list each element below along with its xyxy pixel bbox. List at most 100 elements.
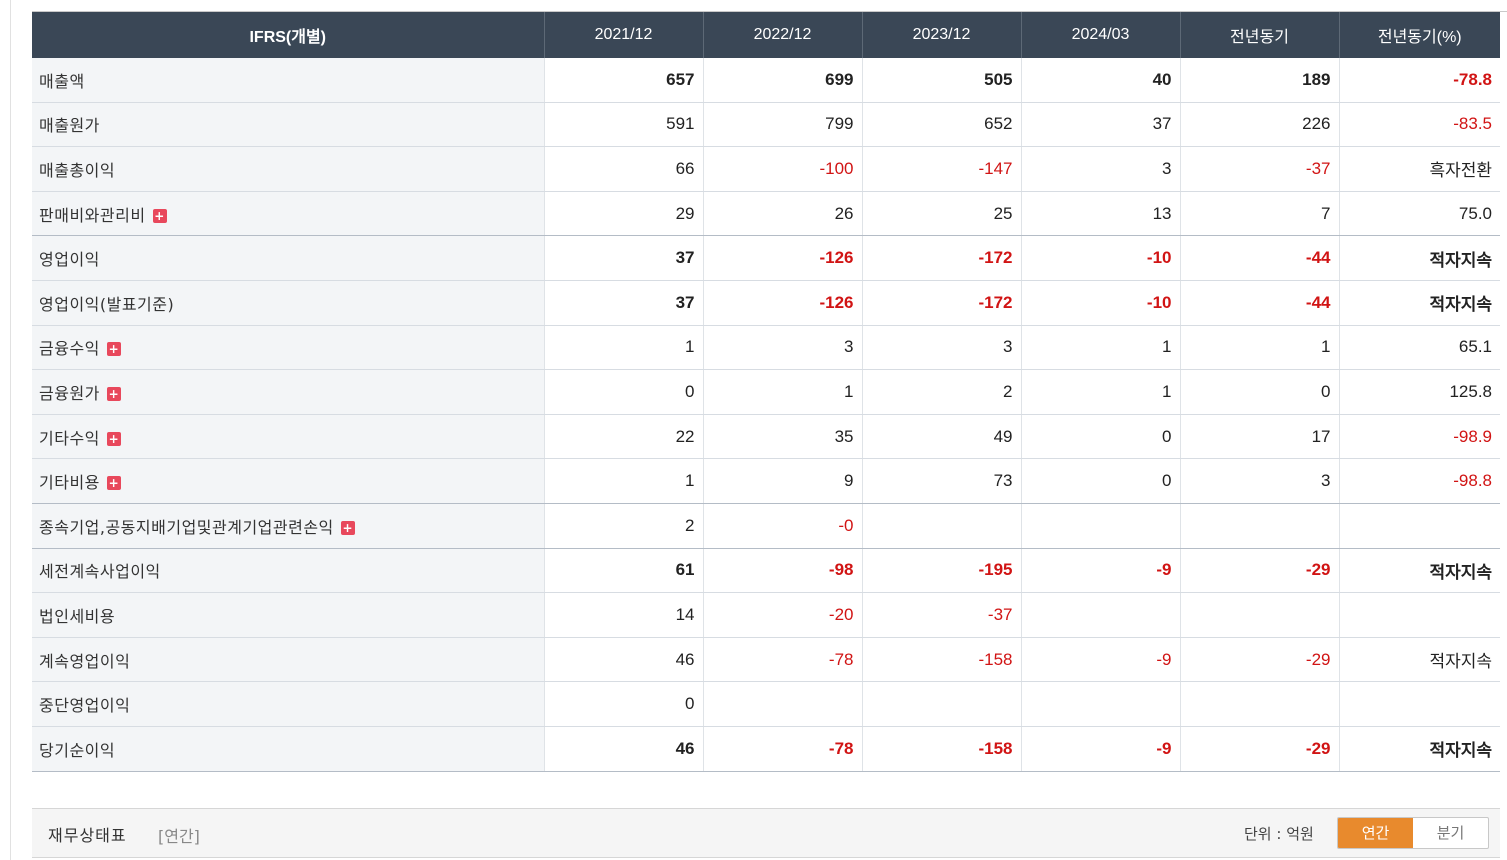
value-cell: [1020, 592, 1180, 638]
left-divider: [10, 0, 11, 860]
unit-label: 단위 : 억원: [1244, 825, 1314, 843]
value-cell: 1: [1020, 325, 1180, 371]
value-cell: -10: [1020, 235, 1180, 281]
table-row: 기타수익 +22 35 49 0 17 -98.9: [32, 414, 1500, 460]
value-cell: 46: [543, 637, 703, 683]
value-cell: 125.8: [1338, 369, 1500, 415]
expand-plus-icon[interactable]: +: [340, 520, 355, 535]
table-row: 영업이익 37 -126 -172 -10 -44 적자지속: [32, 235, 1500, 281]
value-cell: [1020, 503, 1180, 549]
value-cell: -20: [702, 592, 862, 638]
table-row: 계속영업이익 46 -78 -158 -9 -29 적자지속: [32, 637, 1500, 683]
value-cell: -29: [1179, 637, 1339, 683]
header-ifrs: IFRS(개별): [32, 12, 544, 58]
value-cell: -126: [702, 280, 862, 326]
value-cell: -78.8: [1338, 58, 1500, 103]
value-cell: 35: [702, 414, 862, 460]
expand-plus-icon[interactable]: +: [106, 431, 121, 446]
value-cell: -44: [1179, 235, 1339, 281]
expand-plus-icon[interactable]: +: [106, 342, 121, 357]
expand-plus-icon[interactable]: +: [152, 208, 167, 223]
value-cell: 0: [543, 681, 703, 727]
table-row: 매출총이익 66 -100 -147 3 -37 흑자전환: [32, 146, 1500, 192]
value-cell: 25: [861, 191, 1021, 237]
value-cell: 적자지속: [1338, 235, 1500, 281]
value-cell: -78: [702, 637, 862, 683]
value-cell: [1338, 503, 1500, 549]
value-cell: -98: [702, 548, 862, 594]
row-label-cell: 영업이익(발표기준): [32, 280, 544, 326]
header-2023-12: 2023/12: [861, 12, 1021, 58]
table-row: 금융원가 +0 1 2 1 0 125.8: [32, 369, 1500, 415]
value-cell: 2: [543, 503, 703, 549]
value-cell: 흑자전환: [1338, 146, 1500, 192]
value-cell: 7: [1179, 191, 1339, 237]
value-cell: 적자지속: [1338, 280, 1500, 326]
section-title: 재무상태표: [48, 826, 127, 845]
value-cell: 505: [861, 58, 1021, 103]
row-label: 판매비와관리비: [39, 205, 146, 225]
value-cell: -158: [861, 726, 1021, 772]
row-label: 금융수익: [39, 339, 100, 359]
value-cell: [861, 681, 1021, 727]
tab-annual[interactable]: 연간: [1338, 818, 1413, 848]
period-toggle: 연간 분기: [1337, 817, 1489, 849]
value-cell: 3: [702, 325, 862, 371]
value-cell: 1: [702, 369, 862, 415]
value-cell: -29: [1179, 548, 1339, 594]
value-cell: 14: [543, 592, 703, 638]
value-cell: 9: [702, 458, 862, 504]
value-cell: -10: [1020, 280, 1180, 326]
row-label-cell: 금융원가 +: [32, 369, 544, 415]
value-cell: -83.5: [1338, 102, 1500, 148]
value-cell: 22: [543, 414, 703, 460]
row-label-cell: 매출총이익: [32, 146, 544, 192]
value-cell: [1338, 681, 1500, 727]
table-row: 금융수익 +1 3 3 1 1 65.1: [32, 325, 1500, 371]
value-cell: 1: [1020, 369, 1180, 415]
value-cell: 적자지속: [1338, 548, 1500, 594]
value-cell: 26: [702, 191, 862, 237]
row-label: 기타수익: [39, 428, 100, 448]
value-cell: -37: [1179, 146, 1339, 192]
value-cell: -172: [861, 280, 1021, 326]
table-row: 매출액 657 699 505 40 189 -78.8: [32, 58, 1500, 103]
expand-plus-icon[interactable]: +: [106, 476, 121, 491]
row-label: 영업이익(발표기준): [39, 294, 175, 314]
row-label: 매출액: [39, 71, 85, 91]
value-cell: -29: [1179, 726, 1339, 772]
value-cell: -0: [702, 503, 862, 549]
row-label: 당기순이익: [39, 740, 116, 760]
value-cell: [1179, 681, 1339, 727]
value-cell: 73: [861, 458, 1021, 504]
row-label-cell: 매출액: [32, 58, 544, 103]
value-cell: 49: [861, 414, 1021, 460]
value-cell: 591: [543, 102, 703, 148]
value-cell: 46: [543, 726, 703, 772]
value-cell: 0: [543, 369, 703, 415]
row-label-cell: 기타수익 +: [32, 414, 544, 460]
value-cell: -147: [861, 146, 1021, 192]
row-label: 계속영업이익: [39, 651, 131, 671]
section-period: [연간]: [158, 827, 200, 846]
row-label: 세전계속사업이익: [39, 562, 161, 582]
table-row: 기타비용 +1 9 73 0 3 -98.8: [32, 458, 1500, 504]
table-row: 중단영업이익 0: [32, 681, 1500, 727]
value-cell: [1179, 503, 1339, 549]
balance-sheet-footer: 재무상태표 [연간] 단위 : 억원 연간 분기: [32, 808, 1500, 858]
value-cell: 652: [861, 102, 1021, 148]
table-row: 종속기업,공동지배기업및관계기업관련손익 +2 -0: [32, 503, 1500, 549]
row-label-cell: 매출원가: [32, 102, 544, 148]
value-cell: 3: [1179, 458, 1339, 504]
tab-quarterly[interactable]: 분기: [1436, 824, 1465, 842]
header-yoy-percent: 전년동기(%): [1338, 12, 1500, 58]
value-cell: -37: [861, 592, 1021, 638]
expand-plus-icon[interactable]: +: [106, 386, 121, 401]
value-cell: 1: [543, 458, 703, 504]
value-cell: 65.1: [1338, 325, 1500, 371]
value-cell: 66: [543, 146, 703, 192]
income-statement-table: IFRS(개별) 2021/12 2022/12 2023/12 2024/03…: [32, 12, 1500, 772]
value-cell: -126: [702, 235, 862, 281]
value-cell: -195: [861, 548, 1021, 594]
value-cell: 13: [1020, 191, 1180, 237]
